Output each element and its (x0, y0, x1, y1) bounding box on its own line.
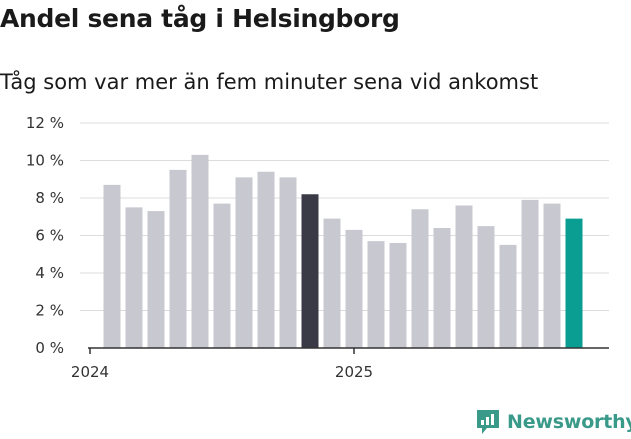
bar (433, 228, 451, 348)
logo-text: Newsworthy (507, 411, 631, 433)
bar (169, 169, 187, 348)
bar (235, 177, 253, 348)
y-tick-label: 0 % (35, 339, 64, 357)
y-tick-label: 12 % (26, 114, 64, 132)
bar (367, 241, 385, 348)
bar (411, 209, 429, 348)
x-tick-label: 2024 (71, 363, 109, 381)
bar (257, 171, 275, 348)
bar (543, 203, 561, 348)
x-tick-label: 2025 (335, 363, 373, 381)
y-tick-label: 2 % (35, 302, 64, 320)
bar (279, 177, 297, 348)
newsworthy-logo: Newsworthy (475, 408, 631, 436)
chart-title: Andel sena tåg i Helsingborg (0, 4, 400, 33)
y-tick-label: 6 % (35, 227, 64, 245)
bar (455, 205, 473, 348)
bar (565, 218, 583, 348)
bar (323, 218, 341, 348)
bar (345, 229, 363, 348)
chart-subtitle: Tåg som var mer än fem minuter sena vid … (0, 70, 539, 94)
chart-logo-icon (477, 410, 499, 434)
y-tick-label: 4 % (35, 264, 64, 282)
bar (147, 211, 165, 348)
bar (477, 226, 495, 348)
y-tick-label: 10 % (26, 152, 64, 170)
bar (389, 243, 407, 348)
bar (191, 154, 209, 348)
bar (125, 207, 143, 348)
bar (521, 199, 539, 348)
y-tick-label: 8 % (35, 189, 64, 207)
bar (103, 184, 121, 348)
bar (499, 244, 517, 348)
bar (301, 194, 319, 348)
bar (213, 203, 231, 348)
